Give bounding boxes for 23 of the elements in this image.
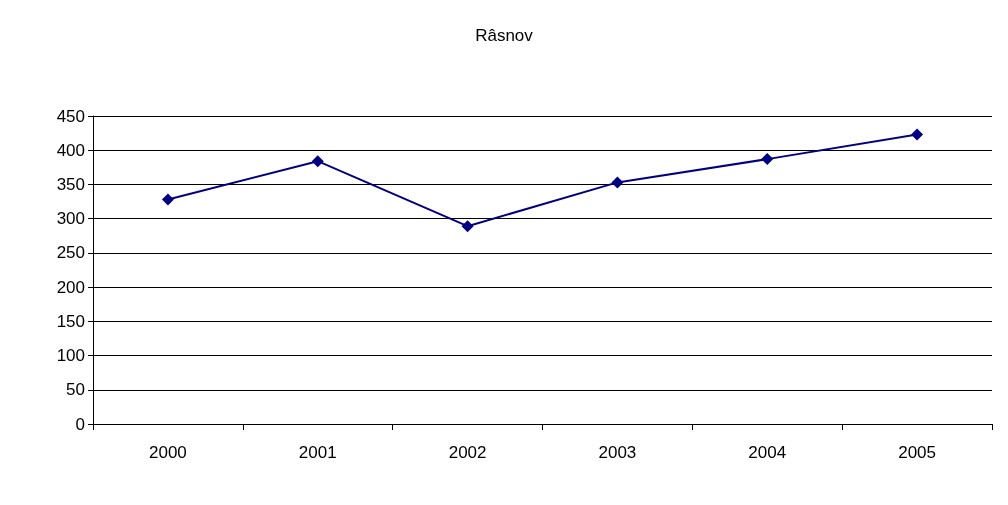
y-tick-label: 400 bbox=[56, 140, 85, 160]
x-tick-label: 2000 bbox=[149, 443, 187, 462]
y-tick-label: 100 bbox=[56, 346, 85, 366]
point bbox=[461, 220, 474, 233]
chart-title: Râsnov bbox=[475, 26, 534, 45]
y-tick-label: 450 bbox=[56, 106, 85, 126]
point bbox=[911, 128, 924, 141]
x-tick-label: 2001 bbox=[298, 443, 337, 462]
point bbox=[761, 153, 774, 166]
y-tick-label: 150 bbox=[56, 311, 85, 331]
y-tick-label: 250 bbox=[56, 243, 85, 263]
point bbox=[161, 193, 174, 206]
point bbox=[611, 176, 624, 189]
y-tick-label: 50 bbox=[66, 380, 85, 400]
x-tick-label: 2002 bbox=[448, 443, 487, 462]
point bbox=[311, 155, 324, 168]
y-tick-label: 200 bbox=[56, 277, 85, 297]
y-tick-label: 300 bbox=[56, 209, 85, 229]
y-tick-label: 350 bbox=[56, 174, 85, 194]
x-tick-label: 2003 bbox=[598, 443, 637, 462]
x-tick-label: 2005 bbox=[898, 443, 936, 462]
x-tick-label: 2004 bbox=[748, 443, 787, 462]
y-tick-label: 0 bbox=[75, 414, 85, 434]
